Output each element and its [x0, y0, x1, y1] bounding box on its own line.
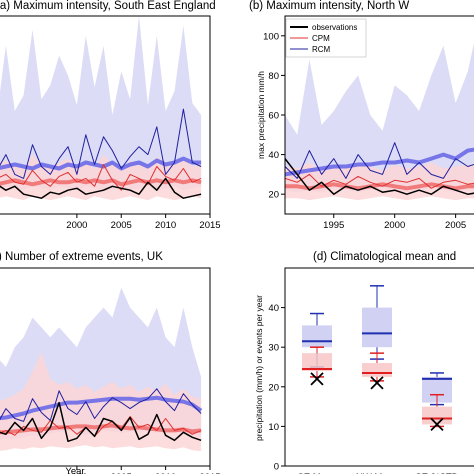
x-tick-label: 2005 — [111, 472, 132, 474]
y-tick-label: 100 — [263, 31, 279, 42]
rcm-line — [285, 142, 474, 179]
cpm-line — [285, 173, 474, 189]
x-tick-label: 2015 — [199, 472, 220, 474]
obs-marker — [370, 376, 384, 390]
obs-line — [0, 177, 202, 199]
panel-c-xlabel: Year — [65, 466, 84, 474]
rcm-mean-line — [0, 395, 203, 421]
plot-frame — [284, 267, 474, 467]
panel-b-ylabel: max precipitation mm/h — [256, 71, 266, 159]
rcm-line — [0, 388, 202, 422]
y-tick-label: 80 — [268, 71, 279, 82]
y-tick-label: 60 — [268, 111, 279, 122]
obs-line — [285, 158, 474, 195]
panel-a-chart: 2000 2005 2010 2015 — [0, 15, 221, 231]
plot-frame — [0, 267, 211, 467]
x-tick-label: 2000 — [66, 220, 87, 231]
y-tick-label: 20 — [268, 382, 279, 393]
panel-b-title: (b) Maximum intensity, North W — [249, 0, 409, 12]
legend-cpm-label: CPM — [312, 34, 330, 43]
x-tick-label: 2010 — [155, 472, 176, 474]
panel-d-chart: 010203040SE MeanNW MeanSE 2*STDN — [268, 267, 474, 474]
panel-d-ylabel: precipitation (mm/h) or events per year — [254, 295, 264, 441]
cpm-box — [362, 363, 392, 377]
y-tick-label: 0 — [274, 462, 279, 473]
cpm-line — [0, 164, 202, 191]
x-tick-label: 2000 — [66, 472, 87, 474]
y-tick-label: 10 — [268, 422, 279, 433]
band-cpm — [285, 162, 474, 201]
obs-marker — [430, 417, 444, 432]
y-tick-label: 30 — [268, 343, 279, 354]
rcm-line — [0, 108, 202, 179]
cpm-line — [0, 416, 202, 437]
plot-area — [0, 287, 203, 452]
panel-c-chart: 2000 2005 2010 2015 — [0, 267, 221, 474]
x-tick-label: 2010 — [155, 220, 176, 231]
x-tick-label: 2005 — [445, 220, 466, 231]
x-tick-label: NW Mean — [356, 472, 398, 474]
panel-c-title: ) Number of extreme events, UK — [0, 251, 163, 263]
rcm-mean-line — [285, 147, 474, 177]
x-tick-label: 2015 — [199, 220, 220, 231]
cpm-box — [422, 406, 452, 425]
panel-d-title: (d) Climatological mean and — [313, 251, 456, 263]
legend-obs-label: observations — [312, 23, 357, 32]
rcm-box — [362, 307, 392, 348]
band-rcm — [285, 43, 474, 193]
y-tick-label: 20 — [268, 190, 279, 201]
obs-marker — [310, 372, 324, 386]
y-tick-label: 40 — [268, 150, 279, 161]
plot-area — [285, 43, 474, 201]
x-tick-label: 2005 — [111, 220, 132, 231]
cpm-box — [302, 353, 332, 371]
legend-rcm-label: RCM — [312, 45, 331, 54]
x-tick-label: 1995 — [323, 220, 344, 231]
rcm-mean-line — [0, 156, 202, 171]
obs-line — [0, 401, 202, 443]
plot-frame — [0, 15, 211, 215]
panel-a-title: (a) Maximum intensity, South East Englan… — [0, 0, 216, 12]
x-tick-label: SE Mean — [297, 472, 336, 474]
rcm-box — [302, 325, 332, 348]
panel-b-chart: 1995 2000 2005 20 40 60 80 100 — [263, 15, 474, 231]
y-tick-label: 40 — [268, 303, 279, 314]
panel-b-legend: observations CPM RCM — [285, 18, 367, 58]
plot-area — [0, 16, 202, 201]
x-tick-label: SE 2*STD — [415, 472, 458, 474]
x-tick-label: 2000 — [384, 220, 405, 231]
